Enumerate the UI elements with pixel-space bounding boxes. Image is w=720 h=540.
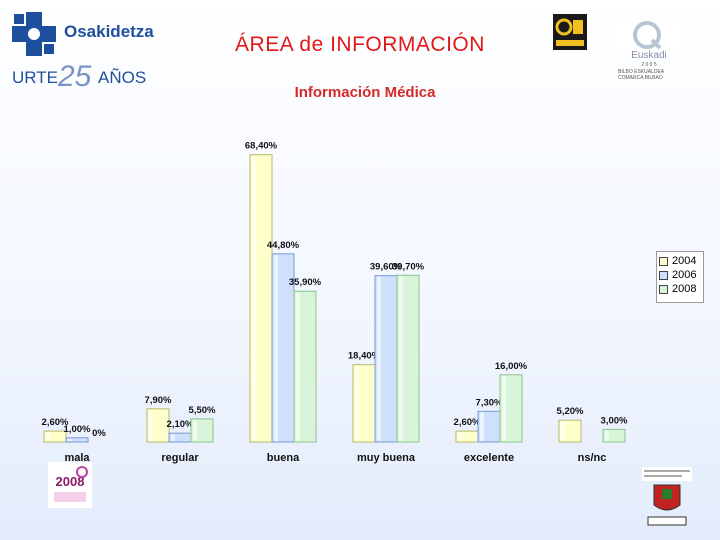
data-label: 2,60% [42, 417, 69, 428]
euskadi-logo: Euskadi 2 0 0 5 BILBO ESKUALDEA COMARCA … [614, 20, 680, 86]
bar-highlight [68, 438, 72, 441]
legend-label-2006: 2006 [672, 269, 697, 281]
page-title: ÁREA de INFORMACIÓN [235, 33, 485, 56]
euskadi-year: 2 0 0 5 [641, 62, 657, 68]
data-label: 16,00% [495, 361, 528, 372]
category-label: excelente [464, 452, 514, 464]
data-label: 39,60% [370, 262, 403, 273]
category-label: buena [267, 452, 300, 464]
anniversary-right: AÑOS [98, 68, 147, 87]
osakidetza-cross-icon [12, 12, 56, 56]
data-label: 0% [92, 428, 106, 439]
chart-subtitle: Información Médica [294, 84, 436, 101]
euskadi-q-icon [614, 20, 680, 54]
legend-swatch-2006 [659, 270, 668, 280]
bar-highlight [193, 419, 197, 441]
bar-highlight [605, 430, 609, 441]
quality-badge-logo [553, 14, 587, 50]
bar-highlight [480, 412, 484, 441]
data-label: 44,80% [267, 240, 300, 251]
data-label: 39,70% [392, 261, 425, 272]
data-label: 1,00% [64, 424, 91, 435]
data-label: 35,90% [289, 277, 322, 288]
svg-text:2008: 2008 [56, 474, 85, 489]
legend-item-2008: 2008 [659, 282, 701, 296]
data-label: 3,00% [601, 415, 628, 426]
legend-swatch-2004 [659, 256, 668, 266]
data-label: 2,60% [454, 417, 481, 428]
data-label: 7,90% [145, 395, 172, 406]
category-label: ns/nc [578, 452, 607, 464]
bar-highlight [377, 276, 381, 441]
bar-highlight [296, 292, 300, 441]
data-label: 18,40% [348, 351, 381, 362]
euskadi-caption-1: BILBO ESKUALDEA [618, 69, 665, 75]
legend-label-2008: 2008 [672, 283, 697, 295]
bar-highlight [458, 432, 462, 441]
data-label: 7,30% [476, 397, 503, 408]
chart-legend: 2004 2006 2008 [656, 251, 704, 303]
quality-badge-icon [553, 14, 587, 50]
anniversary-left: URTE [12, 68, 58, 87]
data-label: 68,40% [245, 141, 278, 152]
category-label: mala [64, 452, 90, 464]
bar-highlight [46, 432, 50, 441]
bar-highlight [399, 276, 403, 441]
anniversary-number: 25 [58, 60, 92, 93]
category-label: muy buena [357, 452, 416, 464]
osakidetza-logo: Osakidetza [12, 12, 154, 56]
category-label: regular [161, 452, 199, 464]
org-name: Osakidetza [64, 22, 154, 41]
bar-2006-mala [65, 437, 89, 443]
legend-item-2006: 2006 [659, 268, 701, 282]
institution-shield-icon [642, 467, 692, 526]
data-label: 5,50% [189, 405, 216, 416]
bar-highlight [355, 365, 359, 441]
euskadi-caption-2: COMARCA BILBAO [618, 75, 663, 81]
legend-swatch-2008 [659, 284, 668, 294]
bar-highlight [502, 375, 506, 441]
legend-item-2004: 2004 [659, 254, 701, 268]
bar-highlight [561, 421, 565, 441]
legend-label-2004: 2004 [672, 255, 697, 267]
badge-2008-icon: 2008 [48, 462, 92, 508]
bar-highlight [274, 254, 278, 441]
euskadi-name: Euskadi [631, 50, 667, 61]
institution-logo [642, 467, 692, 527]
bar-highlight [171, 434, 175, 441]
badge-2008-logo: 2008 [48, 462, 92, 508]
bar-highlight [252, 155, 256, 441]
data-label: 2,10% [167, 419, 194, 430]
bar-highlight [149, 409, 153, 441]
bar-2004-mala [43, 430, 67, 443]
data-label: 5,20% [557, 406, 584, 417]
anniversary-logo: URTE 25 AÑOS [12, 60, 152, 94]
